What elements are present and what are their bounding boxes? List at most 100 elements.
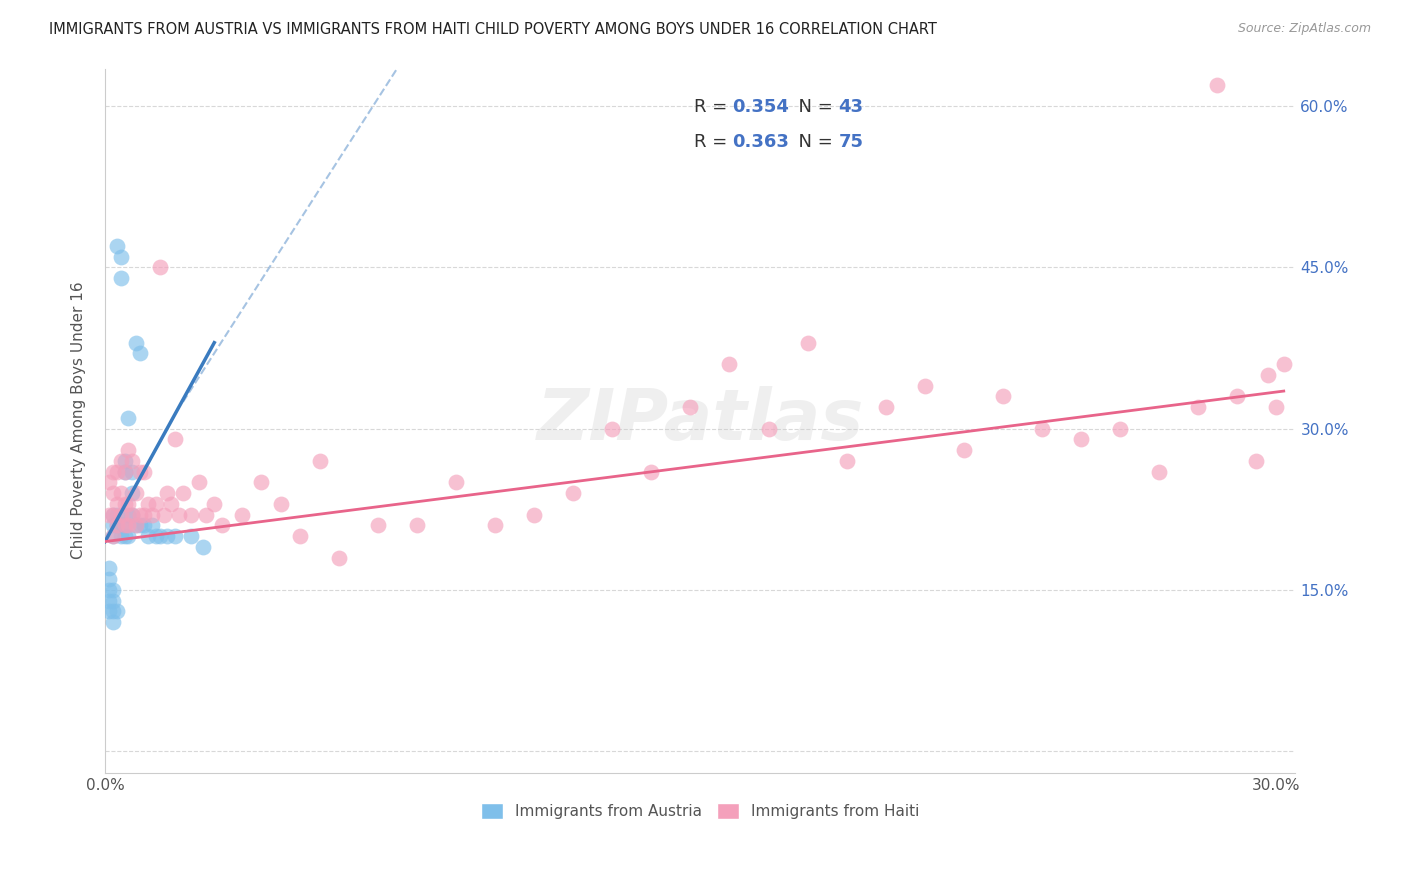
Point <box>97 508 120 522</box>
Point <box>105 465 128 479</box>
Point <box>114 518 136 533</box>
Point <box>97 593 120 607</box>
Point <box>211 518 233 533</box>
Point <box>125 335 148 350</box>
Point <box>156 486 179 500</box>
Point <box>835 454 858 468</box>
Text: 75: 75 <box>838 134 863 152</box>
Point <box>149 529 172 543</box>
Point <box>110 518 132 533</box>
Point <box>191 540 214 554</box>
Point <box>97 475 120 490</box>
Point <box>132 518 155 533</box>
Point <box>97 582 120 597</box>
Point <box>523 508 546 522</box>
Text: Source: ZipAtlas.com: Source: ZipAtlas.com <box>1237 22 1371 36</box>
Point <box>117 443 139 458</box>
Point <box>484 518 506 533</box>
Point <box>101 508 124 522</box>
Point <box>110 271 132 285</box>
Point <box>129 518 152 533</box>
Point <box>114 465 136 479</box>
Point <box>145 529 167 543</box>
Point <box>117 518 139 533</box>
Point <box>110 486 132 500</box>
Point <box>149 260 172 275</box>
Point <box>101 465 124 479</box>
Point <box>1206 78 1229 92</box>
Point <box>117 497 139 511</box>
Point <box>270 497 292 511</box>
Point <box>195 508 218 522</box>
Point <box>101 508 124 522</box>
Point <box>114 454 136 468</box>
Point <box>991 389 1014 403</box>
Point <box>114 497 136 511</box>
Point <box>114 518 136 533</box>
Point <box>97 572 120 586</box>
Point <box>1187 400 1209 414</box>
Point <box>328 550 350 565</box>
Text: 0.354: 0.354 <box>733 98 789 116</box>
Point <box>121 465 143 479</box>
Point <box>180 529 202 543</box>
Point <box>145 497 167 511</box>
Point <box>288 529 311 543</box>
Point <box>125 518 148 533</box>
Point <box>141 508 163 522</box>
Text: 0.363: 0.363 <box>733 134 789 152</box>
Text: R =: R = <box>695 134 734 152</box>
Text: IMMIGRANTS FROM AUSTRIA VS IMMIGRANTS FROM HAITI CHILD POVERTY AMONG BOYS UNDER : IMMIGRANTS FROM AUSTRIA VS IMMIGRANTS FR… <box>49 22 936 37</box>
Point <box>110 529 132 543</box>
Point <box>1147 465 1170 479</box>
Point <box>156 529 179 543</box>
Point <box>110 250 132 264</box>
Point <box>718 357 741 371</box>
Point <box>1108 422 1130 436</box>
Point <box>152 508 174 522</box>
Point <box>167 508 190 522</box>
Point <box>110 508 132 522</box>
Point <box>136 497 159 511</box>
Point <box>105 508 128 522</box>
Point <box>121 486 143 500</box>
Point <box>125 486 148 500</box>
Point <box>796 335 818 350</box>
Point <box>180 508 202 522</box>
Point <box>121 454 143 468</box>
Point <box>1031 422 1053 436</box>
Text: 43: 43 <box>838 98 863 116</box>
Point <box>367 518 389 533</box>
Point <box>250 475 273 490</box>
Point <box>97 561 120 575</box>
Point <box>679 400 702 414</box>
Text: R =: R = <box>695 98 734 116</box>
Point <box>121 508 143 522</box>
Point <box>114 465 136 479</box>
Point <box>952 443 974 458</box>
Point <box>132 465 155 479</box>
Point <box>165 529 187 543</box>
Point <box>117 529 139 543</box>
Point <box>914 378 936 392</box>
Point <box>117 508 139 522</box>
Point <box>165 433 187 447</box>
Y-axis label: Child Poverty Among Boys Under 16: Child Poverty Among Boys Under 16 <box>72 282 86 559</box>
Point <box>1272 357 1295 371</box>
Point <box>97 605 120 619</box>
Point <box>117 411 139 425</box>
Point <box>1257 368 1279 382</box>
Point <box>187 475 209 490</box>
Point <box>101 615 124 630</box>
Point <box>105 518 128 533</box>
Point <box>101 593 124 607</box>
Point <box>406 518 429 533</box>
Text: ZIPatlas: ZIPatlas <box>537 386 863 455</box>
Point <box>101 529 124 543</box>
Point <box>101 582 124 597</box>
Point <box>1070 433 1092 447</box>
Text: N =: N = <box>787 134 838 152</box>
Point <box>125 518 148 533</box>
Point <box>640 465 662 479</box>
Point <box>446 475 468 490</box>
